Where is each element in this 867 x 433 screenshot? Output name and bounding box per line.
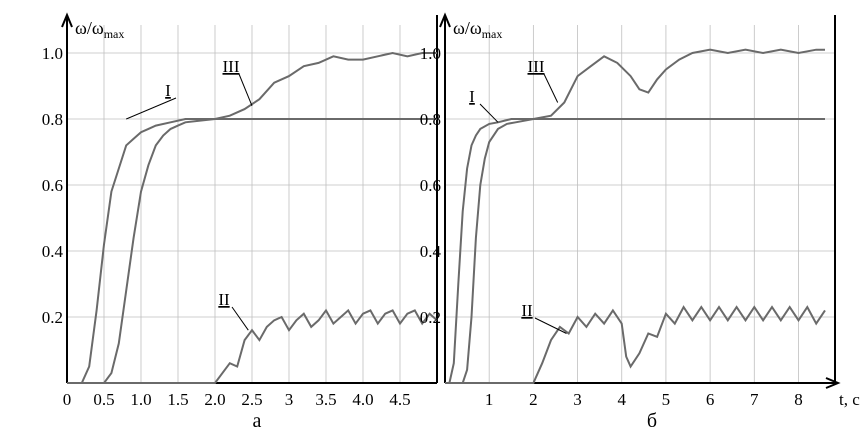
y-axis-arrow [439, 12, 451, 28]
y-tick-label: 0.6 [42, 176, 63, 195]
panel-label: а [253, 410, 262, 432]
y-tick-label: 0.2 [420, 308, 441, 327]
x-tick-label: 2.0 [204, 390, 225, 409]
series-line-I [445, 118, 825, 384]
y-axis-label-sub: max [482, 27, 503, 41]
x-tick-label: 2 [529, 390, 538, 409]
y-tick-label: 0.8 [42, 110, 63, 129]
x-axis-arrow [825, 377, 841, 389]
x-tick-label: 7 [750, 390, 759, 409]
x-tick-label: 3 [285, 390, 294, 409]
curve-label-leader-II [534, 317, 567, 334]
x-tick-label: 5 [662, 390, 671, 409]
chart-panel-a: 0.2 0.4 0.6 0.8 1.0 0 0.5 1.0 1.5 2.0 2.5 3 3.5 4.0 4.… [42, 12, 438, 432]
series-line-II [445, 305, 826, 384]
curve-label-I: I [469, 87, 475, 106]
curve-label-leader-I [479, 103, 499, 123]
curve-label-I: I [165, 81, 171, 100]
x-tick-label: 3.5 [315, 390, 336, 409]
x-tick-label: 0 [63, 390, 72, 409]
y-tick-label: 0.6 [420, 176, 441, 195]
y-tick-label: 0.4 [420, 242, 442, 261]
x-tick-label: 6 [706, 390, 715, 409]
x-axis-label: t, c [839, 390, 860, 409]
curve-label-III: III [223, 57, 240, 76]
x-tick-label: 4.0 [352, 390, 373, 409]
y-tick-label: 1.0 [42, 44, 63, 63]
x-tick-label: 0.5 [93, 390, 114, 409]
x-tick-label: 2.5 [241, 390, 262, 409]
x-tick-label: 1.5 [167, 390, 188, 409]
series-line-I [67, 118, 437, 384]
series-line-III [67, 51, 437, 384]
x-tick-label: 1.0 [130, 390, 151, 409]
y-axis-label: ω/ωmax [453, 18, 502, 41]
y-tick-label: 0.4 [42, 242, 64, 261]
y-tick-label: 0.8 [420, 110, 441, 129]
y-axis-arrow [61, 12, 73, 28]
x-tick-label: 4 [617, 390, 626, 409]
x-tick-label: 3 [573, 390, 582, 409]
curve-label-leader-III [238, 73, 253, 106]
x-tick-label: 1 [485, 390, 494, 409]
curve-label-leader-II [231, 306, 249, 331]
x-tick-label: 4.5 [389, 390, 410, 409]
curve-label-II: II [218, 290, 230, 309]
curve-label-II: II [521, 301, 533, 320]
y-tick-label: 0.2 [42, 308, 63, 327]
curve-label-leader-I [126, 97, 177, 120]
curve-label-III: III [528, 57, 545, 76]
y-tick-label: 1.0 [420, 44, 441, 63]
y-axis-label-sub: max [104, 27, 125, 41]
panel-label: б [647, 410, 657, 432]
x-tick-label: 8 [794, 390, 803, 409]
y-axis-label: ω/ωmax [75, 18, 124, 41]
series-line-III [445, 48, 825, 384]
series-line-II [67, 308, 438, 384]
curve-label-leader-III [543, 73, 559, 103]
